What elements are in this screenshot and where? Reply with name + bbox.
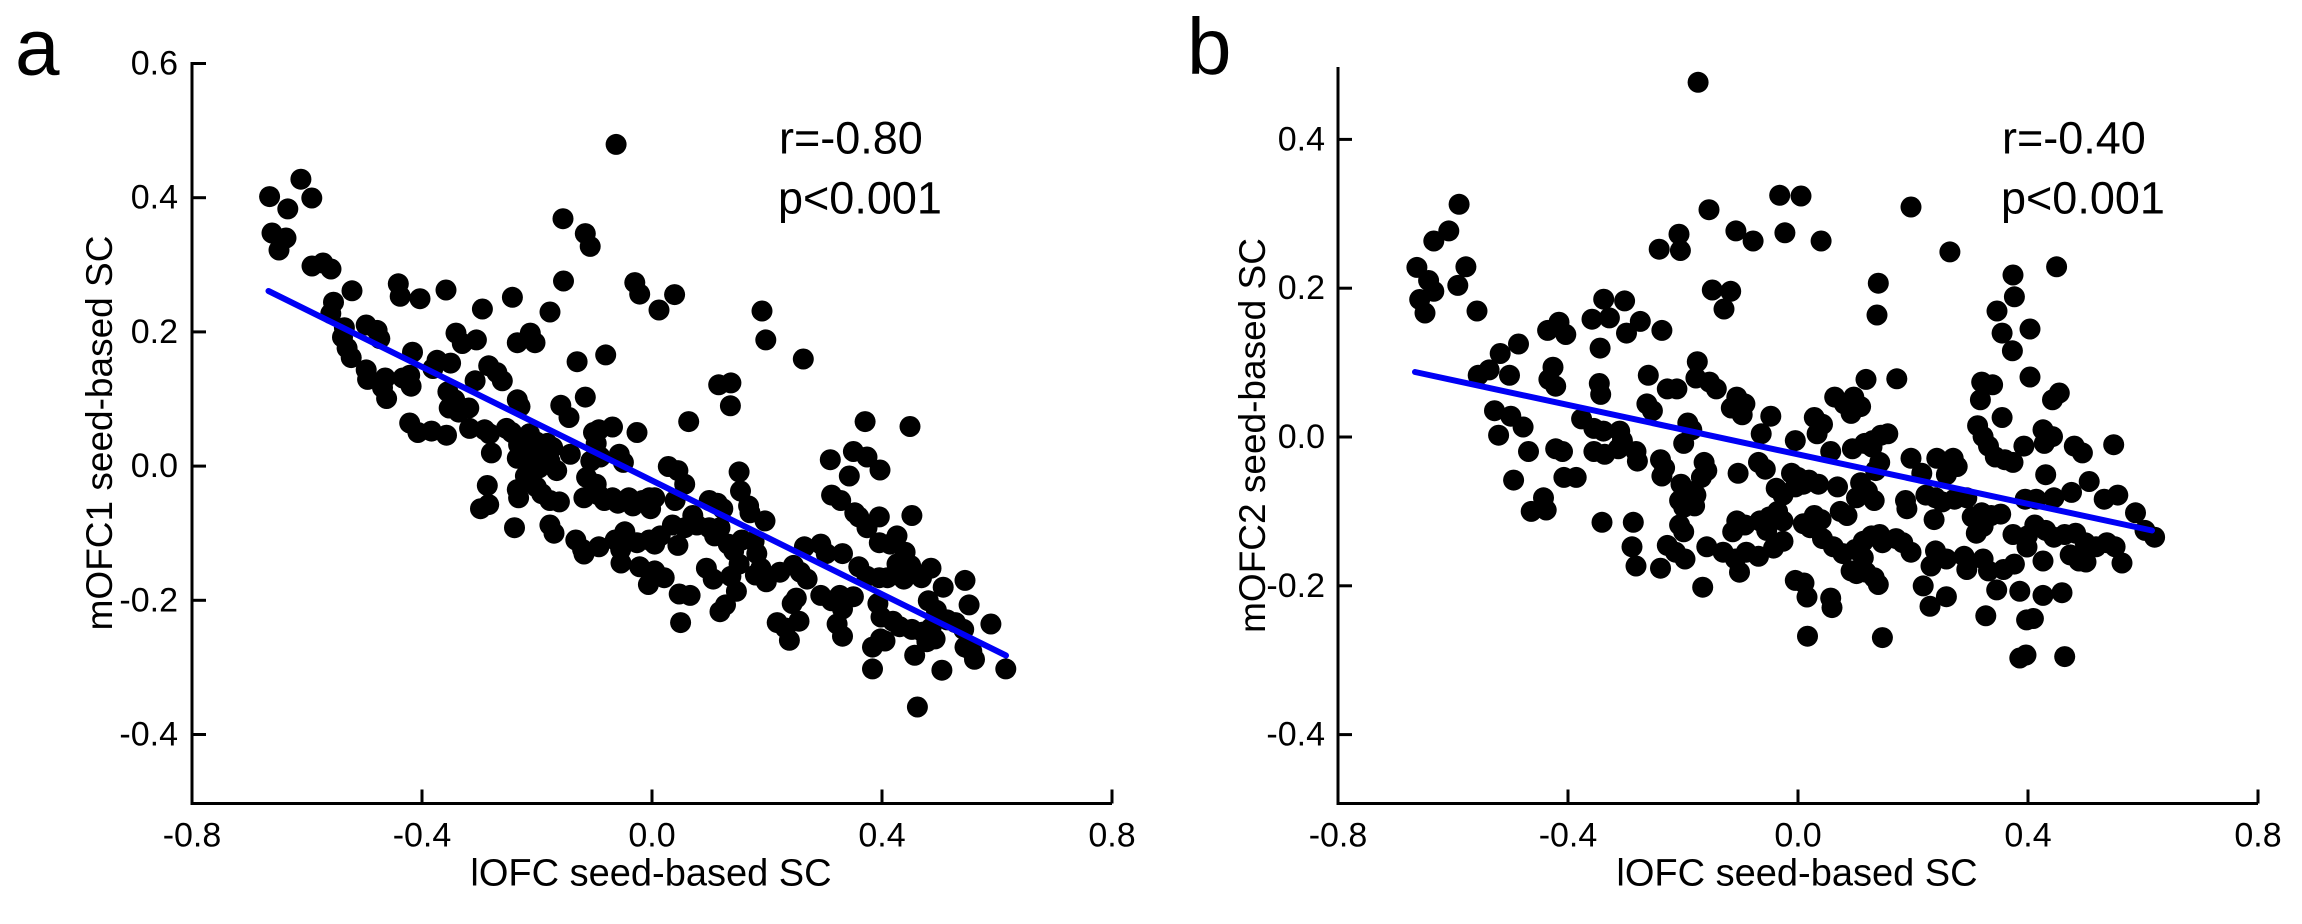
svg-text:-0.8: -0.8 — [1309, 817, 1368, 855]
svg-text:0.0: 0.0 — [628, 817, 675, 855]
svg-text:0.4: 0.4 — [858, 817, 905, 855]
svg-text:0.4: 0.4 — [2004, 817, 2051, 855]
svg-text:0.8: 0.8 — [2234, 817, 2281, 855]
svg-text:-0.4: -0.4 — [1539, 817, 1598, 855]
svg-text:0.0: 0.0 — [1278, 418, 1325, 456]
svg-text:r=-0.80: r=-0.80 — [779, 113, 923, 164]
svg-text:r=-0.40: r=-0.40 — [2002, 113, 2146, 164]
svg-text:0.4: 0.4 — [131, 179, 178, 217]
svg-text:0.0: 0.0 — [131, 447, 178, 485]
svg-text:0.0: 0.0 — [1774, 817, 1821, 855]
svg-text:-0.4: -0.4 — [119, 716, 178, 754]
svg-text:-0.2: -0.2 — [1266, 567, 1325, 605]
svg-text:a: a — [15, 3, 60, 92]
svg-text:-0.4: -0.4 — [1266, 716, 1325, 754]
svg-text:-0.2: -0.2 — [119, 581, 178, 619]
svg-text:mOFC2 seed-based SC: mOFC2 seed-based SC — [1232, 238, 1273, 633]
svg-text:p<0.001: p<0.001 — [2001, 173, 2165, 224]
svg-text:0.2: 0.2 — [131, 313, 178, 351]
svg-text:lOFC seed-based SC: lOFC seed-based SC — [1616, 853, 1977, 895]
svg-text:0.4: 0.4 — [1278, 120, 1325, 158]
svg-text:0.8: 0.8 — [1088, 817, 1135, 855]
svg-text:0.2: 0.2 — [1278, 269, 1325, 307]
svg-text:mOFC1 seed-based SC: mOFC1 seed-based SC — [79, 236, 120, 631]
svg-text:lOFC seed-based SC: lOFC seed-based SC — [470, 853, 831, 895]
svg-text:0.6: 0.6 — [131, 45, 178, 83]
svg-text:-0.8: -0.8 — [163, 817, 222, 855]
svg-text:b: b — [1187, 2, 1232, 91]
svg-text:-0.4: -0.4 — [393, 817, 452, 855]
svg-text:p<0.001: p<0.001 — [778, 173, 942, 224]
